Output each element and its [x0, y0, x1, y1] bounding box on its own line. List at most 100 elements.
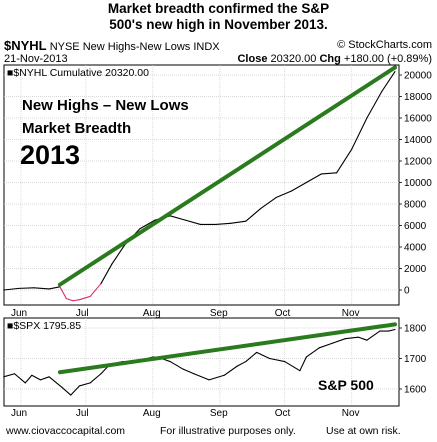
spx-series-segment [331, 338, 346, 344]
spx-series-segment [245, 351, 258, 363]
stockcharts-brand: © StockCharts.com [337, 39, 432, 51]
nyhl-series-segment [184, 219, 201, 225]
chg-label: Chg [319, 53, 341, 65]
spx-series-segment [3, 373, 16, 378]
nyhl-ytick-label: 20000 [404, 71, 432, 82]
nyhl-series-segment [100, 263, 113, 285]
spx-series-segment [61, 386, 72, 396]
spx-xtick-label: Sep [210, 408, 228, 419]
spx-xtick-label: Jun [11, 408, 27, 419]
nyhl-series-segment [72, 299, 80, 302]
spx-ytick-label: 1800 [404, 324, 427, 335]
spx-ytick-label: 1700 [404, 354, 427, 365]
spx-series-segment [13, 373, 26, 384]
spx-series-segment [366, 330, 381, 341]
nyhl-ytick-label: 18000 [404, 92, 432, 103]
headline-line-1: Market breadth confirmed the S&P [107, 1, 330, 16]
spx-series-segment [70, 385, 80, 396]
spx-series-segment [89, 373, 102, 384]
spx-series-segment [39, 376, 50, 381]
nyhl-series-segment [33, 287, 50, 290]
spx-series-segment [31, 374, 42, 381]
annotation-year: 2013 [20, 140, 80, 170]
spx-series-segment [284, 360, 301, 372]
nyhl-series-segment [351, 117, 368, 150]
nyhl-series-segment [381, 71, 396, 92]
nyhl-series-segment [111, 244, 126, 265]
nyhl-ytick-label: 8000 [404, 200, 427, 211]
annotation-sp500: S&P 500 [318, 377, 374, 393]
nyhl-series-segment [78, 295, 91, 301]
nyhl-ytick-label: 0 [404, 286, 410, 297]
date-row: 21-Nov-2013 Close 20320.00 Chg +180.00 (… [4, 53, 434, 65]
chart-date: 21-Nov-2013 [4, 53, 68, 65]
nyhl-ytick-label: 4000 [404, 243, 427, 254]
spx-xtick-label: Jul [76, 408, 89, 419]
nyhl-series-segment [260, 197, 277, 209]
nyhl-series-segment [320, 172, 338, 175]
spx-series-segment [344, 336, 359, 340]
annotation-new-highs: New Highs – New Lows [22, 97, 189, 114]
nyhl-trendline [57, 65, 397, 287]
spx-xtick-label: Nov [342, 408, 360, 419]
nyhl-series-segment [18, 287, 35, 289]
chart-headline: Market breadth confirmed the S&P 500's n… [0, 1, 437, 33]
nyhl-series-segment [3, 287, 20, 291]
nyhl-series-segment [169, 215, 186, 221]
nyhl-series-segment [48, 286, 61, 290]
close-label: Close [237, 53, 268, 65]
spx-series-segment [48, 376, 63, 389]
nyhl-ytick-label: 16000 [404, 114, 432, 125]
nyhl-series-segment [89, 282, 102, 298]
annotation-breadth: Market Breadth [22, 120, 131, 137]
spx-series-segment [299, 356, 307, 372]
footer-risk: Use at own risk. [326, 425, 401, 437]
nyhl-ytick-label: 14000 [404, 135, 432, 146]
nyhl-xtick-label: Oct [275, 308, 291, 319]
nyhl-series-segment [65, 298, 74, 302]
nyhl-series-segment [290, 181, 307, 192]
nyhl-xtick-label: Sep [210, 308, 228, 319]
symbol-description: NYSE New Highs-New Lows INDX [49, 41, 220, 53]
nyhl-plot-frame [3, 64, 400, 306]
spx-series-segment [318, 342, 333, 349]
spx-series-segment [182, 368, 195, 375]
nyhl-xtick-label: Nov [342, 308, 360, 319]
nyhl-series-segment [366, 90, 383, 119]
spx-trendline [57, 322, 397, 375]
nyhl-ytick-label: 6000 [404, 221, 427, 232]
nyhl-series-segment [230, 220, 247, 224]
nyhl-series-segment [275, 190, 292, 199]
footer-disclaimer: For illustrative purposes only. [160, 425, 296, 437]
nyhl-series-segment [305, 173, 323, 184]
nyhl-ytick-label: 12000 [404, 157, 432, 168]
spx-series-segment [223, 365, 238, 376]
spx-legend: ■$SPX 1795.85 [7, 320, 81, 332]
symbol-row: $NYHL NYSE New Highs-New Lows INDX © Sto… [4, 38, 434, 53]
spx-series-segment [193, 373, 210, 381]
symbol-ticker: $NYHL [4, 38, 47, 53]
spx-series-segment [305, 347, 320, 358]
spx-series-segment [208, 374, 225, 381]
spx-series-segment [269, 357, 286, 363]
nyhl-series-segment [245, 207, 262, 222]
spx-series-segment [256, 351, 271, 360]
spx-series-segment [236, 360, 247, 367]
close-info: Close 20320.00 Chg +180.00 (+0.89%) [237, 53, 432, 65]
spx-series-segment [169, 360, 184, 370]
nyhl-xtick-label: Aug [143, 308, 161, 319]
spx-ytick-label: 1600 [404, 385, 427, 396]
nyhl-series-segment [215, 222, 232, 225]
nyhl-series-segment [59, 286, 67, 300]
spx-xtick-label: Oct [275, 408, 291, 419]
nyhl-ytick-label: 10000 [404, 178, 432, 189]
chg-value: +180.00 (+0.89%) [343, 53, 432, 65]
nyhl-ytick-label: 2000 [404, 264, 427, 275]
headline-line-2: 500's new high in November 2013. [109, 17, 328, 32]
spx-series-segment [24, 374, 33, 384]
nyhl-xtick-label: Jun [11, 308, 27, 319]
close-value: 20320.00 [270, 53, 317, 65]
spx-series-segment [78, 382, 91, 387]
nyhl-xtick-label: Jul [76, 308, 89, 319]
